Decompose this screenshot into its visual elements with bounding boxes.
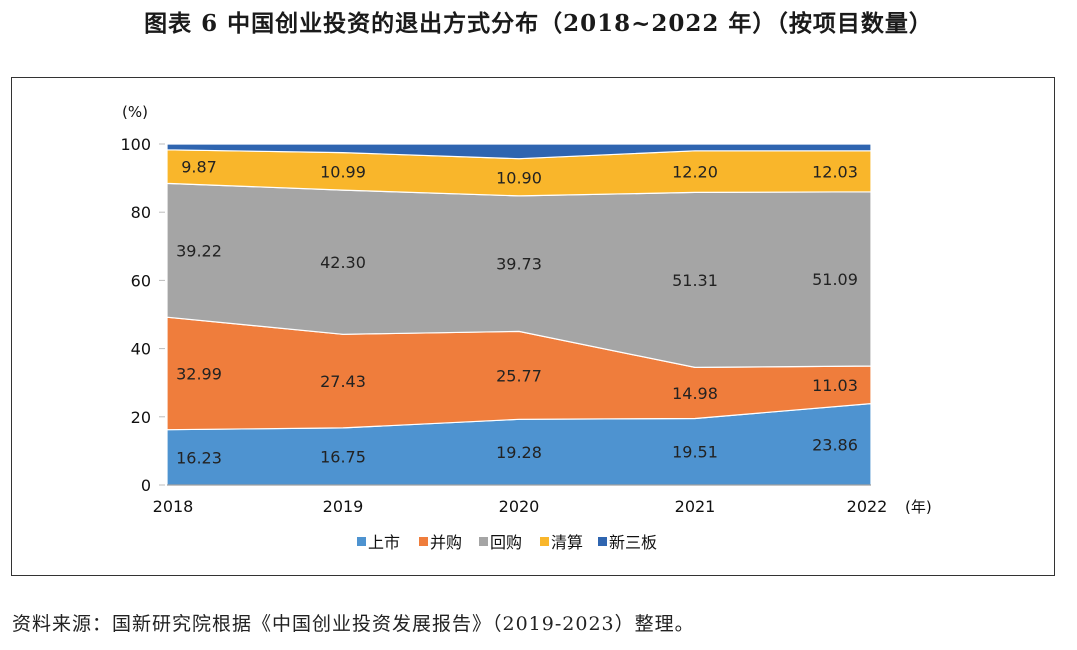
data-labels: 16.23 16.75 19.28 19.51 23.86 32.99 27.43 25.77… xyxy=(176,158,858,468)
data-label-并购: 11.03 xyxy=(812,376,858,395)
legend-label: 清算 xyxy=(551,533,583,552)
data-label-回购: 51.31 xyxy=(672,271,718,290)
legend-label: 并购 xyxy=(430,533,462,552)
legend-swatch xyxy=(419,537,428,546)
legend-label: 上市 xyxy=(368,533,400,552)
data-label-并购: 32.99 xyxy=(176,364,222,383)
data-label-清算: 10.90 xyxy=(496,168,542,187)
x-tick-label: 2022 xyxy=(847,497,888,516)
y-tick-label: 20 xyxy=(131,408,151,427)
area-layers xyxy=(166,143,872,486)
data-label-回购: 39.73 xyxy=(496,255,542,274)
data-label-并购: 25.77 xyxy=(496,366,542,385)
x-tick-label: 2020 xyxy=(499,497,540,516)
x-tick-label: 2021 xyxy=(675,497,716,516)
data-label-上市: 16.23 xyxy=(176,448,222,467)
x-tick-label: 2018 xyxy=(153,497,194,516)
y-tick-label: 60 xyxy=(131,271,151,290)
axes: 0 20 40 60 80 100 (%) 2018 2019 2020 2021 2022 (年) xyxy=(120,103,931,516)
legend-item-新三板: 新三板 xyxy=(598,533,657,552)
legend-item-并购: 并购 xyxy=(419,533,462,552)
legend-item-清算: 清算 xyxy=(540,533,583,552)
legend-swatch xyxy=(479,537,488,546)
legend-swatch xyxy=(357,537,366,546)
source-note: 资料来源：国新研究院根据《中国创业投资发展报告》（2019-2023）整理。 xyxy=(12,613,695,635)
legend-swatch xyxy=(598,537,607,546)
legend: 上市 并购 回购 清算 新三板 xyxy=(357,533,657,552)
x-tick-label: 2019 xyxy=(323,497,364,516)
data-label-上市: 16.75 xyxy=(320,447,366,466)
data-label-上市: 23.86 xyxy=(812,435,858,454)
x-unit-label: (年) xyxy=(905,498,932,516)
chart-title: 图表 6 中国创业投资的退出方式分布（2018~2022 年）（按项目数量） xyxy=(144,10,933,37)
data-label-清算: 9.87 xyxy=(181,158,217,177)
y-tick-label: 100 xyxy=(120,135,151,154)
data-label-回购: 39.22 xyxy=(176,241,222,260)
data-label-清算: 12.03 xyxy=(812,162,858,181)
y-tick-label: 80 xyxy=(131,203,151,222)
legend-item-回购: 回购 xyxy=(479,533,522,552)
legend-swatch xyxy=(540,537,549,546)
data-label-上市: 19.28 xyxy=(496,443,542,462)
legend-label: 新三板 xyxy=(609,533,657,552)
legend-label: 回购 xyxy=(490,533,522,552)
y-unit-label: (%) xyxy=(122,103,148,121)
data-label-清算: 12.20 xyxy=(672,163,718,182)
data-label-上市: 19.51 xyxy=(672,443,718,462)
data-label-并购: 27.43 xyxy=(320,372,366,391)
area-新三板 xyxy=(166,143,872,160)
y-tick-label: 0 xyxy=(141,476,151,495)
data-label-清算: 10.99 xyxy=(320,162,366,181)
data-label-并购: 14.98 xyxy=(672,384,718,403)
data-label-回购: 42.30 xyxy=(320,253,366,272)
data-label-回购: 51.09 xyxy=(812,270,858,289)
stacked-area-chart: 0 20 40 60 80 100 (%) 2018 2019 2020 2021 2022 (年) 1… xyxy=(120,103,931,552)
legend-item-上市: 上市 xyxy=(357,533,400,552)
y-tick-label: 40 xyxy=(131,340,151,359)
